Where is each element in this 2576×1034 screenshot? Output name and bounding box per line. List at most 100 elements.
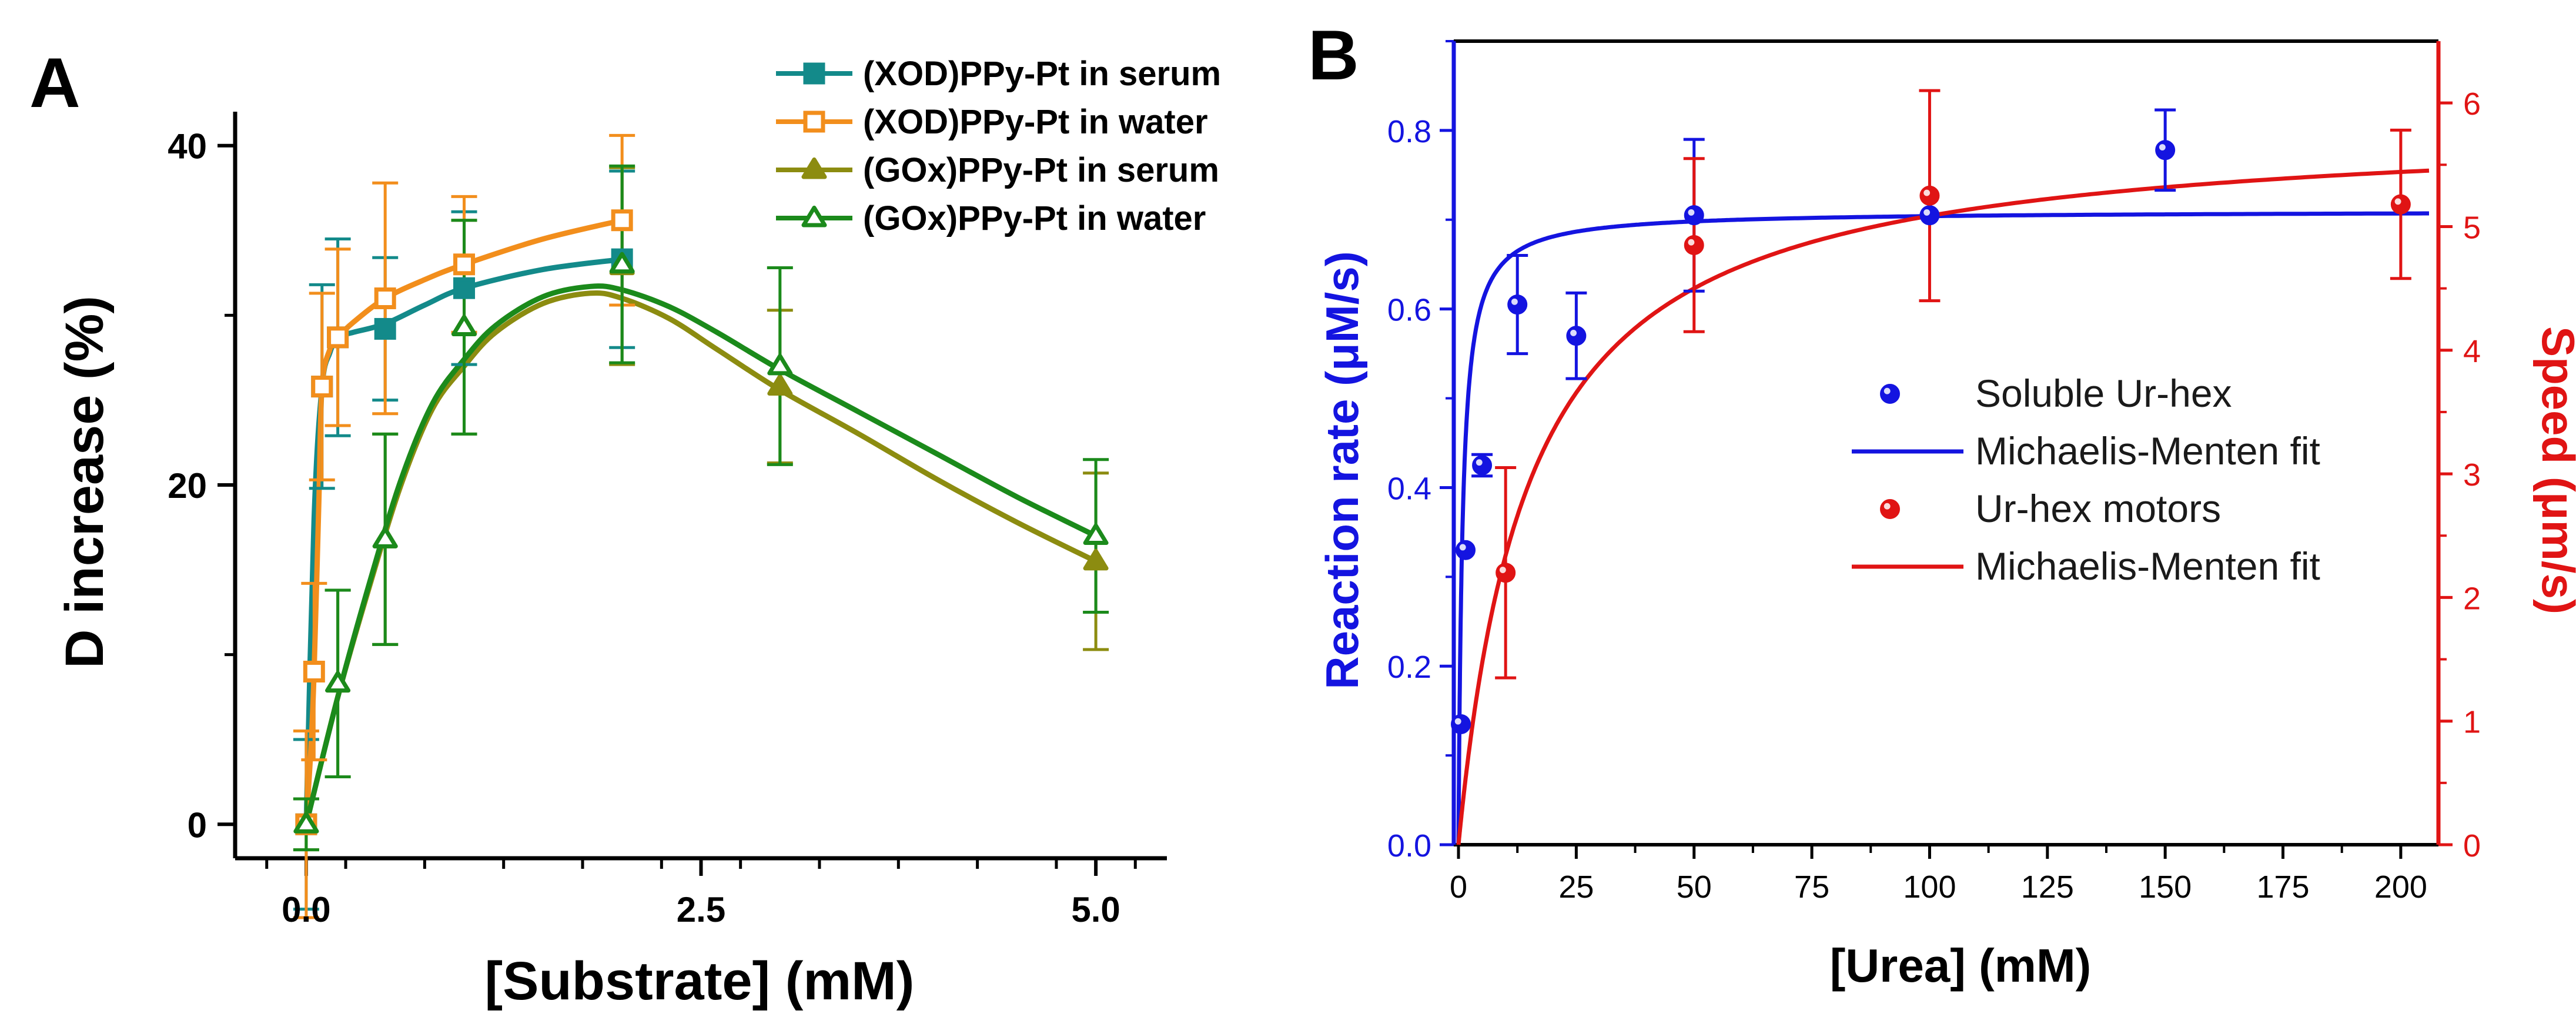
point-soluble-ur-hex bbox=[1919, 205, 1940, 226]
point-soluble-ur-hex-highlight bbox=[1459, 544, 1466, 551]
point-xod-ppy-pt-in-water bbox=[303, 661, 325, 682]
point-ur-hex-motors bbox=[1919, 185, 1940, 206]
panel-b-points bbox=[1451, 140, 2411, 734]
point-soluble-ur-hex-highlight bbox=[2159, 144, 2166, 150]
panel-b-left-tick-label: 0.4 bbox=[1387, 471, 1431, 506]
point-soluble-ur-hex-body bbox=[1456, 540, 1476, 560]
point-soluble-ur-hex-highlight bbox=[1570, 329, 1577, 336]
point-xod-ppy-pt-in-water bbox=[327, 326, 349, 349]
point-soluble-ur-hex-body bbox=[2155, 140, 2176, 160]
curve-gox-ppy-pt-in-water bbox=[303, 283, 1099, 827]
point-soluble-ur-hex-highlight bbox=[1511, 298, 1518, 305]
point-ur-hex-motors bbox=[1684, 235, 1704, 256]
panel-b-x-tick-label: 150 bbox=[2139, 869, 2192, 905]
panel-b: B 0 25 50 75 100 125 150 175 2000.00.20.40.60.80… bbox=[1308, 16, 2576, 992]
panel-a-axes bbox=[218, 112, 1167, 876]
point-soluble-ur-hex-highlight bbox=[1454, 718, 1461, 725]
point-soluble-ur-hex bbox=[1451, 714, 1471, 734]
fit-curve-right bbox=[1456, 168, 2430, 847]
legend-marker-highlight bbox=[1884, 503, 1891, 510]
panel-b-x-tick-label: 125 bbox=[2021, 869, 2074, 905]
point-gox-ppy-pt-in-water bbox=[767, 353, 793, 376]
panel-a-y-tick-label: 0 bbox=[188, 805, 207, 845]
panel-a-label: A bbox=[29, 43, 81, 122]
panel-b-right-tick-label: 4 bbox=[2463, 334, 2481, 369]
panel-b-x-tick-label: 25 bbox=[1558, 869, 1594, 905]
panel-b-x-tick-label: 100 bbox=[1903, 869, 1956, 905]
point-soluble-ur-hex-highlight bbox=[1923, 209, 1931, 216]
legend-entry-soluble-ur-hex-left: Soluble Ur-hex bbox=[1880, 372, 2232, 415]
legend-marker bbox=[1880, 499, 1900, 519]
point-soluble-ur-hex-body bbox=[1919, 205, 1940, 226]
point-soluble-ur-hex-body bbox=[1684, 205, 1704, 226]
point-gox-ppy-pt-in-serum bbox=[767, 374, 793, 396]
point-soluble-ur-hex-highlight bbox=[1688, 209, 1695, 216]
panel-a-x-tick-label: 2.5 bbox=[677, 890, 725, 929]
panel-a-y-tick-label: 20 bbox=[168, 466, 207, 506]
point-soluble-ur-hex bbox=[2155, 140, 2176, 160]
point-soluble-ur-hex bbox=[1507, 295, 1528, 315]
fit-curve-left bbox=[1456, 211, 2429, 846]
legend-marker bbox=[1880, 384, 1900, 404]
panel-b-x-tick-label: 0 bbox=[1450, 869, 1467, 905]
point-soluble-ur-hex bbox=[1456, 540, 1476, 560]
point-ur-hex-motors-body bbox=[1684, 235, 1704, 256]
panel-b-right-tick-label: 0 bbox=[2463, 828, 2481, 864]
panel-b-x-axis-label: [Urea] (mM) bbox=[1830, 939, 2091, 992]
panel-b-x-tick-label: 75 bbox=[1794, 869, 1829, 905]
point-soluble-ur-hex-body bbox=[1451, 714, 1471, 734]
legend-label: (XOD)PPy-Pt in serum bbox=[863, 55, 1221, 93]
legend-entry-michaelis-menten-fit-right: Michaelis-Menten fit bbox=[1852, 544, 2320, 588]
point-soluble-ur-hex-body bbox=[1472, 455, 1493, 476]
legend-marker bbox=[803, 62, 825, 85]
panel-b-legend: Soluble Ur-hex Michaelis-Menten fit Ur-hex… bbox=[1852, 372, 2320, 588]
legend-entry-xod-ppy-pt-in-water: (XOD)PPy-Pt in water bbox=[776, 103, 1208, 141]
panel-b-left-tick-label: 0.0 bbox=[1387, 828, 1431, 864]
panel-b-x-tick-label: 200 bbox=[2374, 869, 2427, 905]
legend-label: (GOx)PPy-Pt in water bbox=[863, 199, 1206, 237]
point-ur-hex-motors-highlight bbox=[1499, 567, 1506, 573]
panel-a-y-tick-label: 40 bbox=[168, 127, 207, 166]
point-gox-ppy-pt-in-water bbox=[372, 527, 398, 548]
panel-b-right-tick-label: 5 bbox=[2463, 210, 2481, 245]
point-soluble-ur-hex bbox=[1566, 326, 1587, 346]
legend-marker bbox=[801, 157, 827, 179]
legend-marker-body bbox=[1880, 384, 1900, 404]
panel-a-points bbox=[293, 209, 1109, 835]
point-soluble-ur-hex bbox=[1684, 205, 1704, 226]
point-ur-hex-motors bbox=[1496, 563, 1516, 583]
point-ur-hex-motors bbox=[2390, 194, 2411, 215]
point-xod-ppy-pt-in-water bbox=[453, 253, 476, 276]
panel-b-right-tick-label: 3 bbox=[2463, 457, 2481, 493]
panel-b-left-tick-label: 0.6 bbox=[1387, 293, 1431, 328]
panel-a-x-tick-label: 5.0 bbox=[1071, 890, 1120, 929]
legend-entry-gox-ppy-pt-in-serum: (GOx)PPy-Pt in serum bbox=[776, 151, 1219, 189]
panel-b-x-tick-label: 50 bbox=[1677, 869, 1712, 905]
legend-label: Ur-hex motors bbox=[1975, 487, 2221, 530]
point-gox-ppy-pt-in-water bbox=[325, 671, 351, 693]
panel-b-tick-labels: 0 25 50 75 100 125 150 175 2000.00.20.40.60.8012… bbox=[1387, 86, 2481, 905]
legend-marker-highlight bbox=[1884, 387, 1891, 394]
point-xod-ppy-pt-in-water bbox=[374, 287, 396, 309]
point-ur-hex-motors-highlight bbox=[1688, 239, 1695, 246]
point-ur-hex-motors-body bbox=[2390, 194, 2411, 215]
point-ur-hex-motors-highlight bbox=[1923, 189, 1931, 196]
legend-entry-xod-ppy-pt-in-serum: (XOD)PPy-Pt in serum bbox=[776, 55, 1221, 93]
legend-label: Michaelis-Menten fit bbox=[1975, 429, 2320, 473]
panel-b-right-y-axis-label: Speed (μm/s) bbox=[2532, 326, 2576, 614]
point-soluble-ur-hex-highlight bbox=[1476, 459, 1483, 466]
legend-label: (XOD)PPy-Pt in water bbox=[863, 103, 1208, 141]
legend-label: (GOx)PPy-Pt in serum bbox=[863, 151, 1219, 189]
panel-a: A 0.0 2.5 5.0 0 20 40 [Substrate] (mM) D incr… bbox=[29, 43, 1221, 1011]
panel-b-right-tick-label: 1 bbox=[2463, 705, 2481, 740]
legend-label: Soluble Ur-hex bbox=[1975, 372, 2232, 415]
panel-b-label: B bbox=[1308, 16, 1359, 95]
legend-label: Michaelis-Menten fit bbox=[1975, 544, 2320, 588]
point-gox-ppy-pt-in-water bbox=[451, 314, 477, 337]
legend-entry-michaelis-menten-fit-left: Michaelis-Menten fit bbox=[1852, 429, 2320, 473]
point-xod-ppy-pt-in-water bbox=[311, 376, 333, 398]
point-xod-ppy-pt-in-water bbox=[611, 209, 633, 232]
point-soluble-ur-hex-body bbox=[1566, 326, 1587, 346]
point-gox-ppy-pt-in-water bbox=[609, 252, 635, 274]
